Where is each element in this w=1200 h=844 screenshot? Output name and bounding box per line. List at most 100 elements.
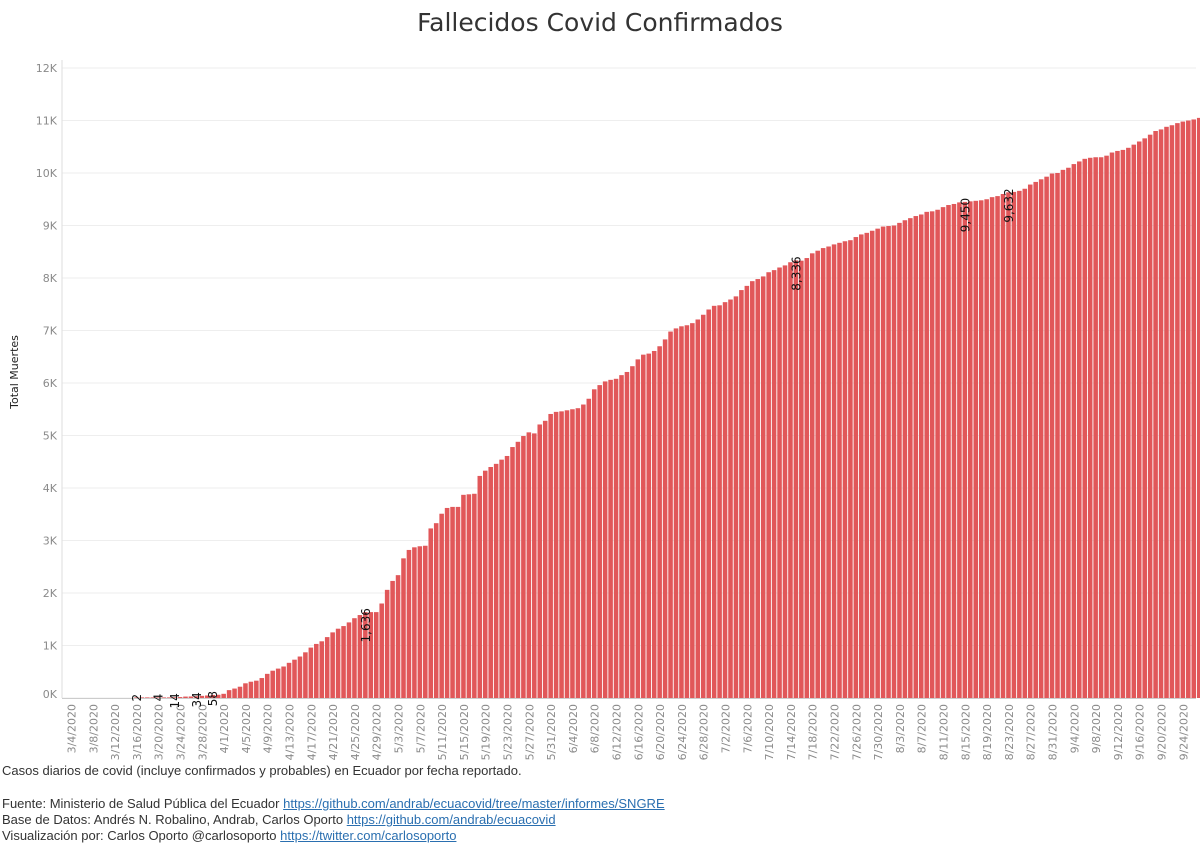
y-axis-label: Total Muertes [8, 335, 21, 410]
bar [1186, 120, 1191, 698]
bar [984, 199, 989, 698]
bar [166, 697, 172, 698]
x-tick-label: 4/25/2020 [349, 704, 362, 760]
x-tick-label: 4/9/2020 [262, 704, 275, 753]
data-label: 1,636 [359, 608, 373, 642]
bar [390, 580, 395, 698]
bar [657, 346, 662, 698]
bar [613, 378, 619, 698]
bar [651, 350, 657, 698]
description-text: Casos diarios de covid (incluye confirma… [2, 763, 522, 778]
source-link[interactable]: https://github.com/andrab/ecuacovid/tree… [283, 796, 665, 811]
bar [864, 232, 870, 698]
viz-line: Visualización por: Carlos Oporto @carlos… [2, 828, 1192, 844]
x-axis: 3/4/2020 3/8/2020 3/12/2020 3/16/2020 3/20/2… [62, 698, 1200, 760]
bar [155, 697, 161, 698]
x-tick-label: 5/31/2020 [545, 704, 558, 760]
x-tick-label: 3/28/2020 [196, 704, 209, 760]
bar [303, 652, 308, 698]
y-tick-label: 4K [43, 482, 58, 495]
x-tick-label: 8/23/2020 [1003, 704, 1016, 760]
x-tick-label: 8/3/2020 [894, 704, 907, 753]
x-tick-label: 4/1/2020 [218, 704, 231, 753]
y-tick-label: 8K [43, 272, 58, 285]
x-tick-label: 3/4/2020 [66, 704, 79, 753]
bar [264, 673, 270, 698]
viz-link[interactable]: https://twitter.com/carlosoporto [280, 828, 457, 843]
bar [782, 265, 788, 698]
bar [570, 409, 575, 698]
bar [248, 681, 254, 698]
bar [215, 694, 221, 698]
bar [210, 694, 216, 698]
x-tick-label: 5/23/2020 [502, 704, 515, 760]
x-tick-label: 6/16/2020 [632, 704, 645, 760]
bar [1180, 121, 1186, 699]
bar [232, 688, 237, 698]
bar [254, 680, 259, 698]
bar [793, 260, 799, 698]
x-tick-label: 9/4/2020 [1068, 704, 1081, 753]
y-tick-label: 11K [36, 115, 58, 128]
x-tick-label: 7/2/2020 [720, 704, 733, 753]
chart-title: Fallecidos Covid Confirmados [417, 8, 783, 37]
x-tick-label: 5/7/2020 [414, 704, 427, 753]
bar [913, 216, 919, 699]
data-label: 2 [130, 694, 144, 702]
y-tick-label: 10K [36, 167, 58, 180]
y-tick-label: 12K [36, 62, 58, 75]
bar [1071, 164, 1077, 698]
x-tick-label: 6/4/2020 [567, 704, 580, 753]
x-tick-label: 8/7/2020 [916, 704, 929, 753]
footer: Casos diarios de covid (incluye confirma… [2, 763, 1192, 844]
x-tick-label: 7/30/2020 [872, 704, 885, 760]
x-tick-label: 7/18/2020 [807, 704, 820, 760]
y-axis: 0K 1K 2K 3K 4K 5K 6K 7K 8K 9K 10K 11K 12K [36, 60, 63, 701]
bar [542, 420, 548, 698]
bar [700, 314, 706, 698]
bar [820, 248, 826, 698]
bar [695, 319, 701, 698]
x-tick-label: 3/16/2020 [131, 704, 144, 760]
database-link[interactable]: https://github.com/andrab/ecuacovid [346, 812, 556, 827]
x-tick-label: 6/8/2020 [589, 704, 602, 753]
bar [946, 205, 951, 698]
y-tick-label: 9K [43, 220, 58, 233]
bar [575, 408, 581, 698]
x-tick-label: 4/13/2020 [284, 704, 297, 760]
bar [1136, 141, 1142, 698]
bar [199, 695, 205, 698]
bar [957, 202, 962, 698]
bar [1115, 150, 1120, 698]
bar [788, 262, 793, 698]
data-label: 58 [206, 691, 220, 706]
bar [711, 305, 717, 698]
bar [324, 637, 330, 698]
bar [837, 242, 842, 698]
y-tick-label: 2K [43, 587, 58, 600]
bar [771, 270, 777, 698]
bar [1049, 173, 1055, 698]
bar [357, 615, 363, 698]
bar [515, 441, 521, 698]
x-tick-label: 5/15/2020 [458, 704, 471, 760]
x-tick-label: 5/11/2020 [436, 704, 449, 760]
bar [1060, 169, 1066, 699]
bar [766, 272, 771, 698]
y-tick-label: 6K [43, 377, 58, 390]
viz-text: Visualización por: Carlos Oporto @carlos… [2, 828, 281, 843]
bar [646, 353, 652, 698]
bar [194, 696, 199, 698]
bar [226, 690, 232, 698]
data-label: 9,632 [1002, 188, 1016, 222]
bar [962, 201, 968, 698]
x-tick-label: 7/14/2020 [785, 704, 798, 760]
bar [461, 494, 466, 698]
bar [1098, 157, 1104, 698]
x-tick-label: 7/10/2020 [763, 704, 776, 760]
bar [314, 643, 319, 698]
x-tick-label: 8/11/2020 [938, 704, 951, 760]
bar [989, 197, 995, 698]
y-tick-label: 0K [43, 688, 58, 701]
bar [172, 697, 177, 698]
